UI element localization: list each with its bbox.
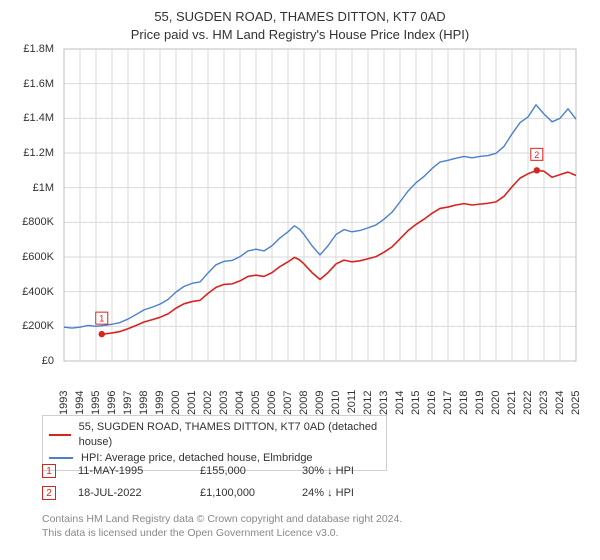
legend-swatch	[49, 434, 71, 436]
x-tick-label: 1995	[90, 390, 102, 414]
sale-row: 1 11-MAY-1995 £155,000 30% ↓ HPI	[42, 460, 392, 482]
x-tick-label: 1997	[122, 390, 134, 414]
x-tick-label: 2025	[570, 390, 582, 414]
x-tick-label: 2000	[170, 390, 182, 414]
x-tick-label: 2019	[474, 390, 486, 414]
x-tick-label: 2015	[410, 390, 422, 414]
x-tick-label: 2018	[458, 390, 470, 414]
x-tick-label: 1996	[106, 390, 118, 414]
y-tick-label: £200K	[4, 320, 54, 332]
sales-table: 1 11-MAY-1995 £155,000 30% ↓ HPI 2 18-JUL-202…	[42, 460, 392, 504]
x-tick-label: 2004	[234, 390, 246, 414]
title-line-2: Price paid vs. HM Land Registry's House …	[0, 26, 600, 44]
x-tick-label: 2024	[554, 390, 566, 414]
title-line-1: 55, SUGDEN ROAD, THAMES DITTON, KT7 0AD	[0, 8, 600, 26]
x-tick-label: 2020	[490, 390, 502, 414]
y-tick-label: £1.4M	[4, 112, 54, 124]
y-tick-label: £1M	[4, 182, 54, 194]
y-tick-label: £1.2M	[4, 147, 54, 159]
y-tick-label: £0	[4, 355, 54, 367]
x-tick-label: 1998	[138, 390, 150, 414]
x-tick-label: 2006	[266, 390, 278, 414]
x-tick-label: 1994	[74, 390, 86, 414]
footer-attribution: Contains HM Land Registry data © Crown c…	[42, 512, 402, 540]
svg-text:1: 1	[99, 314, 104, 324]
x-tick-label: 2010	[330, 390, 342, 414]
x-tick-label: 2001	[186, 390, 198, 414]
sale-marker-icon: 2	[42, 486, 56, 500]
y-tick-label: £400K	[4, 286, 54, 298]
sale-marker-icon: 1	[42, 464, 56, 478]
y-tick-label: £1.6M	[4, 78, 54, 90]
x-tick-label: 2008	[298, 390, 310, 414]
title-block: 55, SUGDEN ROAD, THAMES DITTON, KT7 0AD …	[0, 0, 600, 43]
x-tick-label: 2022	[522, 390, 534, 414]
sale-delta: 30% ↓ HPI	[302, 465, 392, 477]
legend-label: 55, SUGDEN ROAD, THAMES DITTON, KT7 0AD …	[79, 420, 380, 451]
sale-price: £1,100,000	[200, 487, 280, 499]
x-tick-label: 2017	[442, 390, 454, 414]
sale-delta: 24% ↓ HPI	[302, 487, 392, 499]
x-tick-label: 2021	[506, 390, 518, 414]
footer-line-2: This data is licensed under the Open Gov…	[42, 526, 402, 540]
x-tick-label: 2013	[378, 390, 390, 414]
y-tick-label: £1.8M	[4, 43, 54, 55]
x-tick-label: 2012	[362, 390, 374, 414]
x-tick-label: 1993	[58, 390, 70, 414]
x-tick-label: 2011	[346, 390, 358, 414]
x-tick-label: 2005	[250, 390, 262, 414]
sale-row: 2 18-JUL-2022 £1,100,000 24% ↓ HPI	[42, 482, 392, 504]
x-tick-label: 2003	[218, 390, 230, 414]
footer-line-1: Contains HM Land Registry data © Crown c…	[42, 512, 402, 526]
x-tick-label: 2016	[426, 390, 438, 414]
x-tick-label: 2023	[538, 390, 550, 414]
chart-container: 55, SUGDEN ROAD, THAMES DITTON, KT7 0AD …	[0, 0, 600, 560]
x-tick-label: 2007	[282, 390, 294, 414]
x-tick-label: 2014	[394, 390, 406, 414]
sale-date: 18-JUL-2022	[78, 487, 178, 499]
sale-price: £155,000	[200, 465, 280, 477]
x-tick-label: 2002	[202, 390, 214, 414]
sale-date: 11-MAY-1995	[78, 465, 178, 477]
y-tick-label: £600K	[4, 251, 54, 263]
x-tick-label: 1999	[154, 390, 166, 414]
chart-svg: 12	[60, 45, 580, 400]
svg-text:2: 2	[534, 150, 539, 160]
legend-item: 55, SUGDEN ROAD, THAMES DITTON, KT7 0AD …	[49, 420, 380, 451]
x-tick-label: 2009	[314, 390, 326, 414]
y-tick-label: £800K	[4, 216, 54, 228]
chart-area: 12 £0£200K£400K£600K£800K£1M£1.2M£1.4M£1…	[60, 45, 580, 400]
